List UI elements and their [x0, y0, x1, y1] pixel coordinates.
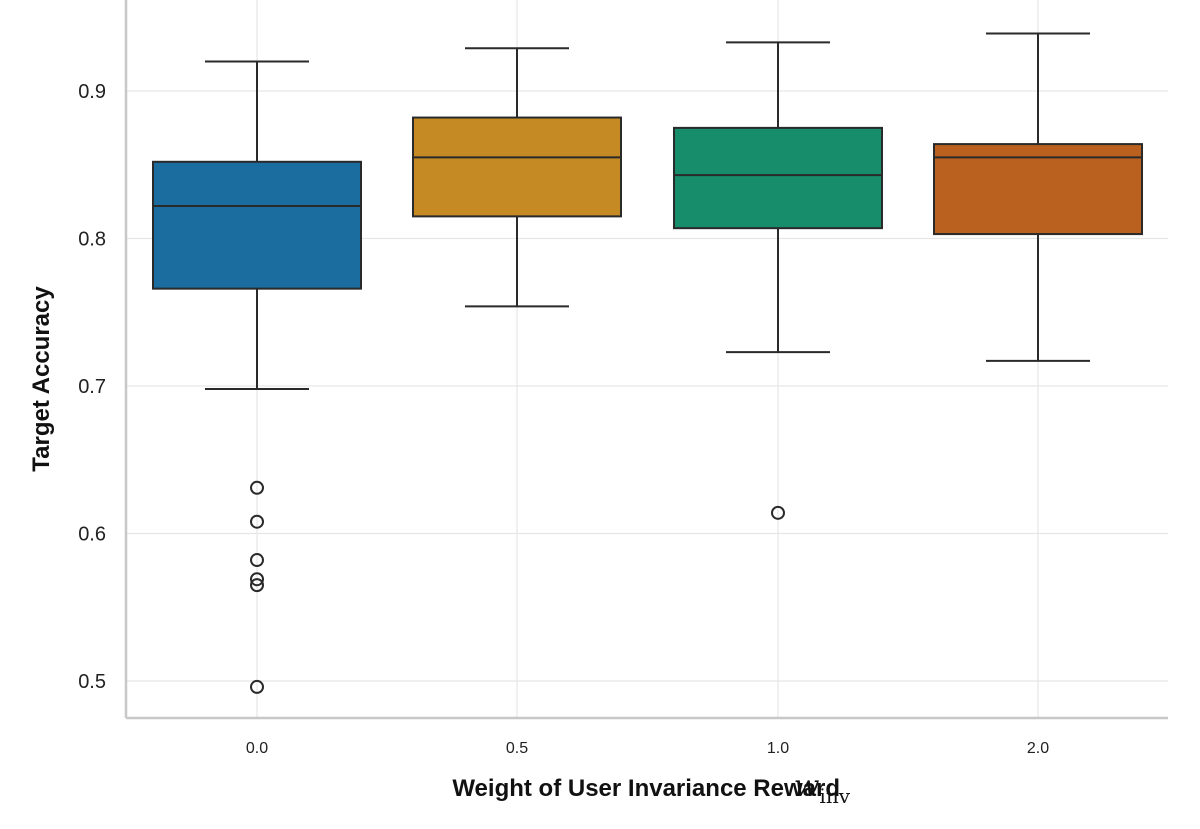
y-tick-label: 0.9 [78, 81, 106, 103]
x-tick-label: 1.0 [767, 740, 789, 757]
x-tick-label: 0.0 [246, 740, 268, 757]
outlier-point [250, 679, 264, 694]
x-axis-title-text: Weight of User Invariance Reward [452, 775, 840, 802]
x-tick-label: 0.5 [506, 740, 528, 757]
y-tick-label: 0.8 [78, 229, 106, 251]
box-group-0-0 [152, 60, 362, 694]
outlier-point [771, 505, 785, 520]
x-axis-title-symbol: w [794, 769, 820, 804]
outlier-point [250, 572, 264, 587]
outlier-point [250, 514, 264, 529]
y-tick-label: 0.5 [78, 671, 106, 693]
iqr-box [673, 126, 883, 230]
x-axis-title-subscript: inv [819, 784, 850, 808]
labels: 0.5 0.6 0.7 0.8 0.9 0.0 0.5 1.0 2.0 [78, 81, 1049, 757]
gridlines [126, 0, 1168, 718]
iqr-box [933, 143, 1143, 236]
outlier-point [250, 480, 264, 495]
box-group-2-0 [933, 32, 1143, 362]
box-group-1-0 [673, 41, 883, 520]
y-tick-label: 0.7 [78, 376, 106, 398]
axes [124, 0, 1168, 720]
iqr-box [152, 160, 362, 290]
x-tick-label: 2.0 [1027, 740, 1049, 757]
x-axis-title: Weight of User Invariance Rewardwinv [452, 769, 850, 808]
outlier-point [250, 578, 264, 593]
boxes [152, 32, 1143, 694]
outlier-point [250, 553, 264, 568]
y-tick-label: 0.6 [78, 524, 106, 546]
box-group-0-5 [412, 47, 622, 308]
y-axis-title: Target Accuracy [28, 286, 55, 472]
iqr-box [412, 116, 622, 218]
